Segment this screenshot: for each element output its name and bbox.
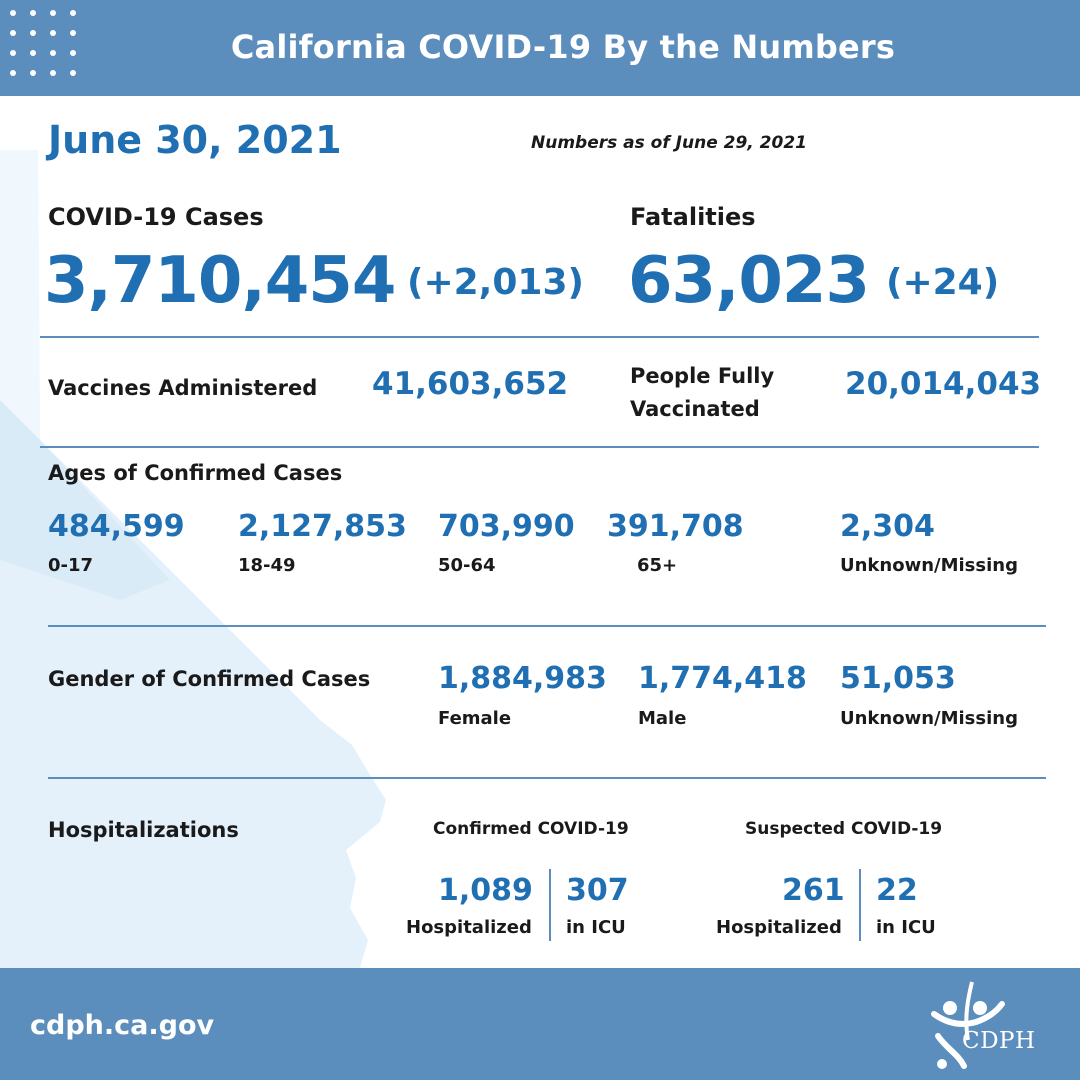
fatalities-value: 63,023 <box>628 244 870 318</box>
age-label-unknown: Unknown/Missing <box>840 555 1018 576</box>
divider <box>549 869 551 941</box>
vaccines-administered-label: Vaccines Administered <box>48 376 318 400</box>
confirmed-icu-value: 307 <box>566 873 629 908</box>
confirmed-icu-label: in ICU <box>566 917 626 938</box>
age-label-0-17: 0-17 <box>48 555 94 576</box>
suspected-heading: Suspected COVID-19 <box>745 819 943 839</box>
page-title: California COVID-19 By the Numbers <box>230 28 896 66</box>
age-value-65-plus: 391,708 <box>607 509 744 544</box>
divider <box>40 336 1039 338</box>
fully-vaccinated-label: People Fully Vaccinated <box>630 360 820 426</box>
fully-vaccinated-label-line2: Vaccinated <box>630 397 760 421</box>
age-value-50-64: 703,990 <box>438 509 575 544</box>
gender-label-male: Male <box>638 708 687 729</box>
dot-grid-icon <box>10 10 82 82</box>
ages-title: Ages of Confirmed Cases <box>48 461 343 485</box>
divider <box>48 777 1046 779</box>
divider <box>48 625 1046 627</box>
gender-value-male: 1,774,418 <box>638 661 807 696</box>
age-label-65-plus: 65+ <box>637 555 678 576</box>
gender-label-unknown: Unknown/Missing <box>840 708 1018 729</box>
fully-vaccinated-label-line1: People Fully <box>630 364 775 388</box>
divider <box>859 869 861 941</box>
footer-url-link[interactable]: cdph.ca.gov <box>30 1010 215 1041</box>
cases-delta: (+2,013) <box>407 262 584 303</box>
age-value-18-49: 2,127,853 <box>238 509 407 544</box>
age-value-0-17: 484,599 <box>48 509 185 544</box>
divider <box>40 446 1039 448</box>
header-banner: California COVID-19 By the Numbers <box>0 0 1080 96</box>
footer-banner: cdph.ca.gov CDPH <box>0 968 1080 1080</box>
fully-vaccinated-value: 20,014,043 <box>845 366 1042 402</box>
gender-label-female: Female <box>438 708 512 729</box>
cdph-logo-icon <box>931 981 1005 1069</box>
gender-title: Gender of Confirmed Cases <box>48 667 371 691</box>
gender-value-female: 1,884,983 <box>438 661 607 696</box>
confirmed-heading: Confirmed COVID-19 <box>433 819 629 839</box>
age-value-unknown: 2,304 <box>840 509 935 544</box>
report-date: June 30, 2021 <box>48 118 342 162</box>
age-label-18-49: 18-49 <box>238 555 296 576</box>
fatalities-delta: (+24) <box>886 262 1000 303</box>
cases-label: COVID-19 Cases <box>48 203 264 231</box>
suspected-hospitalized-value: 261 <box>782 873 845 908</box>
fatalities-label: Fatalities <box>630 203 756 231</box>
cases-value: 3,710,454 <box>44 244 396 318</box>
logo-text: CDPH <box>962 1028 1036 1054</box>
hospitalizations-title: Hospitalizations <box>48 818 239 842</box>
vaccines-administered-value: 41,603,652 <box>372 366 569 402</box>
age-label-50-64: 50-64 <box>438 555 496 576</box>
confirmed-hospitalized-label: Hospitalized <box>406 917 532 938</box>
numbers-as-of: Numbers as of June 29, 2021 <box>531 133 807 153</box>
confirmed-hospitalized-value: 1,089 <box>438 873 533 908</box>
suspected-icu-label: in ICU <box>876 917 936 938</box>
gender-value-unknown: 51,053 <box>840 661 956 696</box>
suspected-icu-value: 22 <box>876 873 918 908</box>
suspected-hospitalized-label: Hospitalized <box>716 917 842 938</box>
